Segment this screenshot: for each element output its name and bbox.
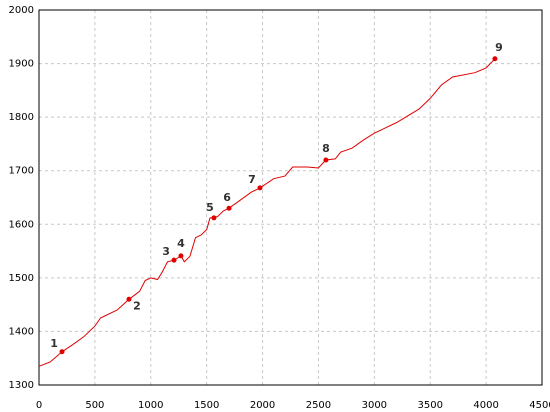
marked-point <box>323 157 329 163</box>
marked-point <box>178 253 184 259</box>
marked-point <box>492 56 498 62</box>
y-tick-label: 1500 <box>9 273 34 284</box>
x-tick-label: 500 <box>85 400 104 411</box>
point-label: 8 <box>322 142 330 155</box>
x-tick-label: 0 <box>36 400 42 411</box>
data-line <box>38 58 496 367</box>
marked-point <box>171 257 177 263</box>
marked-point <box>226 205 232 211</box>
y-tick-label: 1600 <box>9 219 34 230</box>
y-tick-label: 1300 <box>9 380 34 391</box>
point-label: 1 <box>50 337 58 350</box>
x-tick-label: 2500 <box>306 400 331 411</box>
marked-point <box>257 185 263 191</box>
marked-point <box>126 296 132 302</box>
point-label: 6 <box>223 191 231 204</box>
y-tick-label: 2000 <box>9 5 34 16</box>
x-tick-label: 1500 <box>194 400 219 411</box>
x-tick-label: 4500 <box>529 400 550 411</box>
point-label: 9 <box>495 41 503 54</box>
y-tick-label: 1800 <box>9 112 34 123</box>
y-tick-label: 1400 <box>9 326 34 337</box>
point-label: 5 <box>206 201 214 214</box>
point-label: 7 <box>248 173 256 186</box>
x-tick-label: 3500 <box>417 400 442 411</box>
plot-frame <box>38 9 543 386</box>
point-label: 3 <box>162 245 170 258</box>
x-tick-label: 1000 <box>138 400 163 411</box>
x-tick-label: 4000 <box>473 400 498 411</box>
x-tick-label: 3000 <box>362 400 387 411</box>
y-tick-label: 1700 <box>9 166 34 177</box>
point-label: 2 <box>133 299 141 312</box>
marked-point <box>59 349 65 355</box>
y-tick-label: 1900 <box>9 59 34 70</box>
marked-point <box>211 215 217 221</box>
x-tick-label: 2000 <box>250 400 275 411</box>
point-label: 4 <box>177 237 185 250</box>
